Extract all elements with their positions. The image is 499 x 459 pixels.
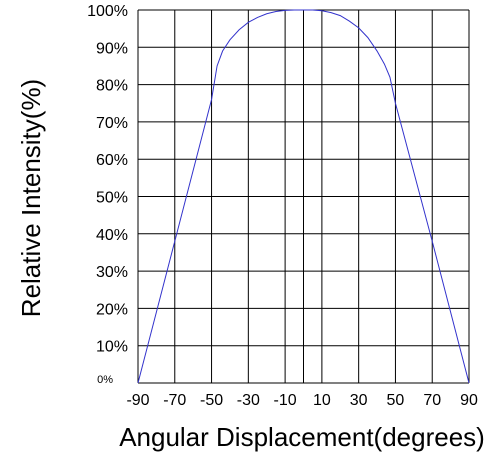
tick-labels: 0%10%20%30%40%50%60%70%80%90%100%-90 -70-… bbox=[87, 3, 478, 409]
series-layer bbox=[137, 9, 470, 384]
y-tick-label: 20% bbox=[96, 301, 128, 318]
y-tick-label: 10% bbox=[96, 339, 128, 356]
x-tick-label: -90 bbox=[126, 392, 149, 409]
intensity-curve bbox=[137, 9, 470, 384]
x-tick-label: -50 bbox=[200, 392, 223, 409]
y-tick-label: 0% bbox=[97, 374, 113, 386]
y-tick-label: 70% bbox=[96, 115, 128, 132]
x-tick-label: 50 bbox=[387, 392, 405, 409]
x-tick-label: -10 bbox=[274, 392, 297, 409]
x-tick-label: 10 bbox=[313, 392, 331, 409]
grid bbox=[137, 9, 470, 384]
y-tick-label: 50% bbox=[96, 190, 128, 207]
x-tick-label: 90 bbox=[460, 392, 478, 409]
y-tick-label: 40% bbox=[96, 227, 128, 244]
y-axis-title: Relative Intensity(%) bbox=[16, 79, 46, 317]
y-tick-label: 80% bbox=[96, 78, 128, 95]
x-tick-label: 70 bbox=[423, 392, 441, 409]
x-axis-title: Angular Displacement(degrees) bbox=[119, 422, 485, 452]
x-tick-label: -30 bbox=[237, 392, 260, 409]
y-tick-label: 30% bbox=[96, 264, 128, 281]
y-tick-label: 60% bbox=[96, 152, 128, 169]
y-tick-label: 100% bbox=[87, 3, 128, 20]
x-tick-label: -70 bbox=[163, 392, 186, 409]
y-tick-label: 90% bbox=[96, 40, 128, 57]
x-tick-label: 30 bbox=[350, 392, 368, 409]
